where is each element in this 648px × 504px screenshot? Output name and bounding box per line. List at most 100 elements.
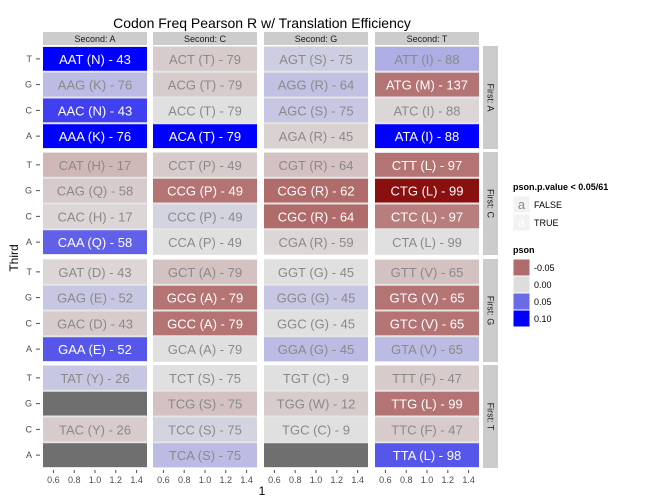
x-tick-label: 1.4 [462, 475, 475, 485]
cell-label: CGG (R) - 62 [277, 184, 354, 199]
heatmap-cell [43, 204, 147, 229]
y-tick-label: A [26, 131, 32, 141]
heatmap-cell [153, 366, 257, 390]
heatmap-cell [43, 391, 147, 416]
x-tick-label: 1.0 [310, 475, 323, 485]
cell-label: TCC (S) - 75 [168, 422, 242, 437]
row-strip [483, 46, 498, 149]
y-tick-label: G [25, 186, 32, 196]
x-tick-label: 1.4 [240, 475, 253, 485]
cell-label: TAC (Y) - 26 [59, 422, 131, 437]
heatmap-cell [264, 443, 368, 467]
row-strip [483, 152, 498, 255]
heatmap-cell [264, 72, 368, 97]
cell-label: AAA (K) - 76 [59, 129, 131, 144]
cell-label: CTC (L) - 97 [391, 209, 463, 224]
cell-label: ACC (T) - 79 [168, 103, 242, 118]
cell-label: GTA (V) - 65 [391, 342, 463, 357]
cell-label: GTC (V) - 65 [390, 316, 464, 331]
pson-legend-title: pson [513, 245, 535, 255]
pson-legend-swatch [512, 275, 531, 294]
heatmap-cell [264, 98, 368, 123]
column-strip-label: Second: G [295, 34, 338, 44]
row-strip [483, 365, 498, 468]
heatmap-cell [153, 124, 257, 148]
y-tick-label: G [25, 399, 32, 409]
heatmap-cell [375, 260, 479, 284]
cell-label: CTT (L) - 97 [392, 158, 463, 173]
x-tick-label: 0.8 [68, 475, 81, 485]
x-tick-label: 0.6 [47, 475, 60, 485]
x-axis-title: 1 [259, 484, 266, 498]
cell-label: AAG (K) - 76 [58, 78, 132, 93]
cell-label: TTT (F) - 47 [392, 371, 462, 386]
facet-panels: Second: A Second: C Second: G Second: T Firs… [25, 32, 498, 485]
x-tick-label: 0.6 [157, 475, 170, 485]
pson-legend-label: 0.00 [534, 280, 552, 290]
heatmap-cell [264, 124, 368, 148]
cell-label: TAT (Y) - 26 [60, 371, 129, 386]
cell-label: AGT (S) - 75 [279, 52, 352, 67]
pson-legend-swatch [512, 258, 531, 277]
cell-label: CGA (R) - 59 [278, 235, 353, 250]
cell-label: TTG (L) - 99 [391, 397, 463, 412]
cell-label: TGC (C) - 9 [282, 422, 350, 437]
cell-label: CTA (L) - 99 [392, 235, 462, 250]
y-tick-label: T [27, 267, 33, 277]
row-strip [483, 259, 498, 362]
cell-label: ACG (T) - 79 [168, 78, 242, 93]
cell-label: AGA (R) - 45 [279, 129, 353, 144]
heatmap-cell [375, 230, 479, 254]
x-tick-label: 0.6 [379, 475, 392, 485]
heatmap-cell [153, 230, 257, 254]
row-strip-label: First: T [486, 403, 496, 431]
heatmap-cell [153, 417, 257, 442]
cell-label: CCG (P) - 49 [167, 184, 243, 199]
heatmap-cell [153, 443, 257, 467]
cell-label: GGG (G) - 45 [277, 291, 356, 306]
heatmap-cell [43, 417, 147, 442]
heatmap-cell [153, 47, 257, 71]
heatmap-cell [153, 337, 257, 361]
heatmap-cell [264, 366, 368, 390]
heatmap-cell [153, 72, 257, 97]
cell-label: CTG (L) - 99 [391, 184, 464, 199]
heatmap-cell [264, 417, 368, 442]
heatmap-cell [43, 337, 147, 361]
heatmap-cell [43, 285, 147, 310]
heatmap-cell [375, 285, 479, 310]
heatmap-cell [375, 366, 479, 390]
pson-legend-label: 0.05 [534, 297, 552, 307]
cell-label: TCT (S) - 75 [169, 371, 241, 386]
heatmap-cell [153, 285, 257, 310]
heatmap-cell [375, 311, 479, 336]
x-tick-label: 1.2 [331, 475, 344, 485]
column-strip [153, 32, 257, 45]
cell-label: CGT (R) - 64 [279, 158, 354, 173]
heatmap-cell [43, 153, 147, 177]
cell-label: TCG (S) - 75 [168, 397, 242, 412]
heatmap-cell [43, 260, 147, 284]
cell-label: CAT (H) - 17 [59, 158, 131, 173]
y-tick-label: T [27, 160, 33, 170]
y-tick-label: C [26, 424, 33, 434]
cell-label: GCC (A) - 79 [167, 316, 243, 331]
cell-label: CCA (P) - 49 [168, 235, 242, 250]
y-tick-label: A [26, 450, 32, 460]
chart-title: Codon Freq Pearson R w/ Translation Effi… [113, 15, 411, 31]
heatmap-cell [375, 337, 479, 361]
y-tick-label: C [26, 318, 33, 328]
cell-label: ATC (I) - 88 [394, 103, 461, 118]
x-tick-label: 1.4 [351, 475, 364, 485]
significance-legend-label: TRUE [534, 218, 559, 228]
cell-label: AGG (R) - 64 [278, 78, 355, 93]
cell-label: TGG (W) - 12 [277, 397, 356, 412]
heatmap-cell [153, 204, 257, 229]
heatmap-cell [153, 260, 257, 284]
cell-label: GCA (A) - 79 [168, 342, 242, 357]
cell-label: GAA (E) - 52 [58, 342, 132, 357]
pson-legend-label: -0.05 [534, 263, 555, 273]
pson-legend-label: 0.10 [534, 314, 552, 324]
heatmap-cell [264, 311, 368, 336]
cell-label: AAC (N) - 43 [58, 103, 132, 118]
